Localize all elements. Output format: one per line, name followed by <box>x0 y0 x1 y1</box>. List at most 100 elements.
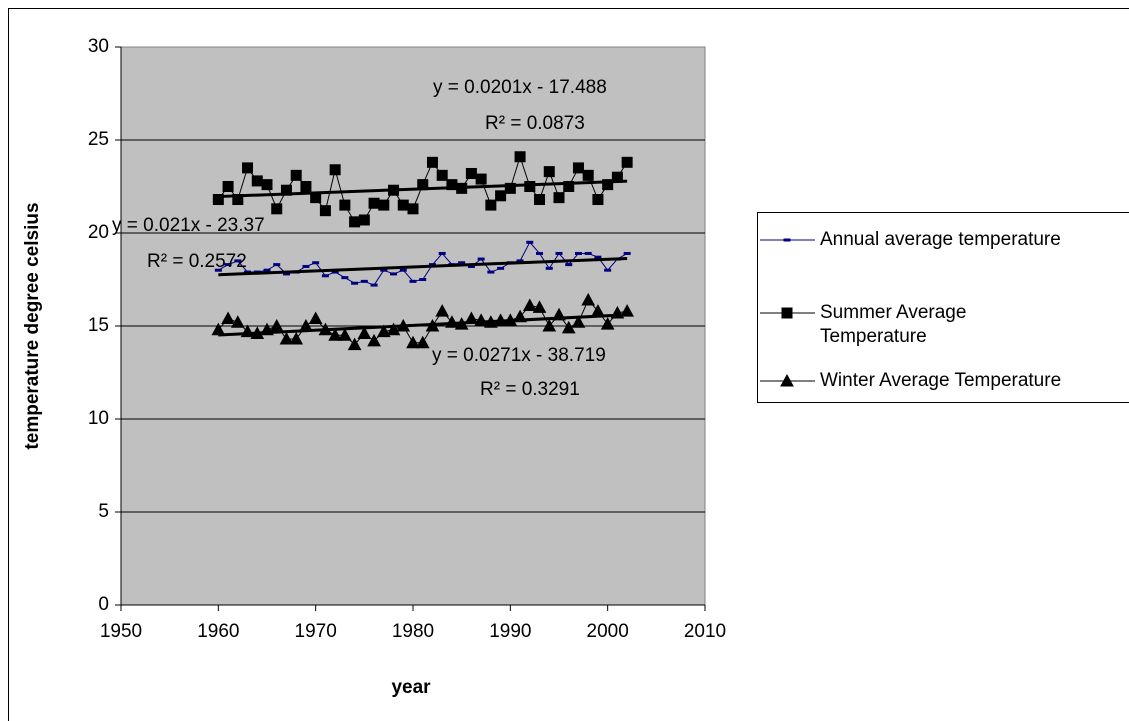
legend <box>757 212 1129 403</box>
marker <box>328 328 342 341</box>
y-axis-title: temperature degree celsius <box>22 202 43 449</box>
marker <box>465 167 477 179</box>
marker <box>582 169 594 181</box>
marker <box>289 331 304 345</box>
marker <box>495 190 507 202</box>
trend-r2: R² = 0.0873 <box>485 113 585 134</box>
marker <box>221 311 235 325</box>
marker <box>406 335 420 349</box>
marker <box>347 337 362 351</box>
marker <box>351 281 359 285</box>
marker <box>532 300 547 313</box>
marker <box>584 251 592 255</box>
marker <box>339 199 351 211</box>
marker <box>436 169 448 181</box>
trend-equation: y = 0.0201x - 17.488 <box>433 77 607 98</box>
marker <box>271 203 283 215</box>
marker <box>357 326 372 339</box>
marker <box>780 373 794 387</box>
marker <box>312 261 320 265</box>
marker <box>263 268 271 272</box>
marker <box>279 331 294 345</box>
marker <box>234 259 242 263</box>
marker <box>367 333 381 347</box>
marker <box>458 261 466 265</box>
marker <box>504 182 516 194</box>
marker <box>368 197 380 209</box>
marker <box>273 263 281 267</box>
marker <box>397 199 409 211</box>
x-tick-label: 1980 <box>392 621 434 642</box>
marker <box>572 162 584 174</box>
marker <box>435 304 450 317</box>
marker <box>534 194 546 206</box>
trend-r2: R² = 0.2572 <box>147 251 247 272</box>
series <box>212 151 633 228</box>
marker <box>390 272 398 276</box>
marker <box>563 181 575 192</box>
marker <box>358 214 370 226</box>
marker <box>487 270 495 274</box>
marker <box>623 251 631 255</box>
y-tick-label: 5 <box>98 501 109 522</box>
marker <box>545 266 553 270</box>
marker <box>536 251 544 255</box>
marker <box>214 268 222 272</box>
marker <box>426 156 438 168</box>
marker <box>230 315 245 328</box>
marker <box>261 179 273 191</box>
marker <box>360 279 368 283</box>
marker <box>321 274 329 278</box>
marker <box>242 162 254 174</box>
marker <box>376 324 391 338</box>
y-tick-label: 0 <box>98 594 109 615</box>
marker <box>338 328 352 341</box>
marker <box>319 205 331 217</box>
marker <box>543 166 555 178</box>
marker <box>600 317 615 330</box>
marker <box>485 199 497 211</box>
trendline <box>218 256 628 277</box>
marker <box>438 251 446 255</box>
marker <box>621 156 633 168</box>
y-tick-label: 15 <box>88 315 109 336</box>
x-tick-label: 1970 <box>295 621 337 642</box>
marker <box>553 192 565 204</box>
trend-equation: y = 0.021x - 23.37 <box>112 215 265 236</box>
x-tick-label: 2000 <box>587 621 629 642</box>
marker <box>565 263 573 267</box>
marker <box>574 251 582 255</box>
marker <box>341 276 349 280</box>
legend-label: Annual average temperature <box>820 229 1061 250</box>
marker <box>378 199 390 211</box>
marker <box>475 173 487 185</box>
x-tick-label: 1960 <box>197 621 239 642</box>
trendline <box>218 179 628 199</box>
trend-r2: R² = 0.3291 <box>480 379 580 400</box>
marker <box>302 264 310 268</box>
marker <box>419 278 427 281</box>
trend-equation: y = 0.0271x - 38.719 <box>432 345 606 366</box>
marker <box>542 318 557 332</box>
marker <box>561 320 576 334</box>
marker <box>407 203 419 215</box>
marker <box>602 179 614 191</box>
y-tick-label: 25 <box>88 129 109 150</box>
marker <box>290 169 302 181</box>
marker <box>781 307 793 319</box>
marker <box>386 322 401 336</box>
marker <box>604 268 612 272</box>
x-tick-label: 1950 <box>100 621 142 642</box>
trendline <box>218 313 628 337</box>
marker <box>526 240 534 244</box>
marker <box>783 238 791 242</box>
x-axis-title: year <box>391 677 431 698</box>
x-tick-label: 1990 <box>489 621 531 642</box>
marker <box>329 164 341 176</box>
marker <box>524 181 536 192</box>
y-tick-label: 30 <box>88 36 109 57</box>
marker <box>497 266 505 270</box>
marker <box>370 283 378 287</box>
marker <box>224 263 232 267</box>
